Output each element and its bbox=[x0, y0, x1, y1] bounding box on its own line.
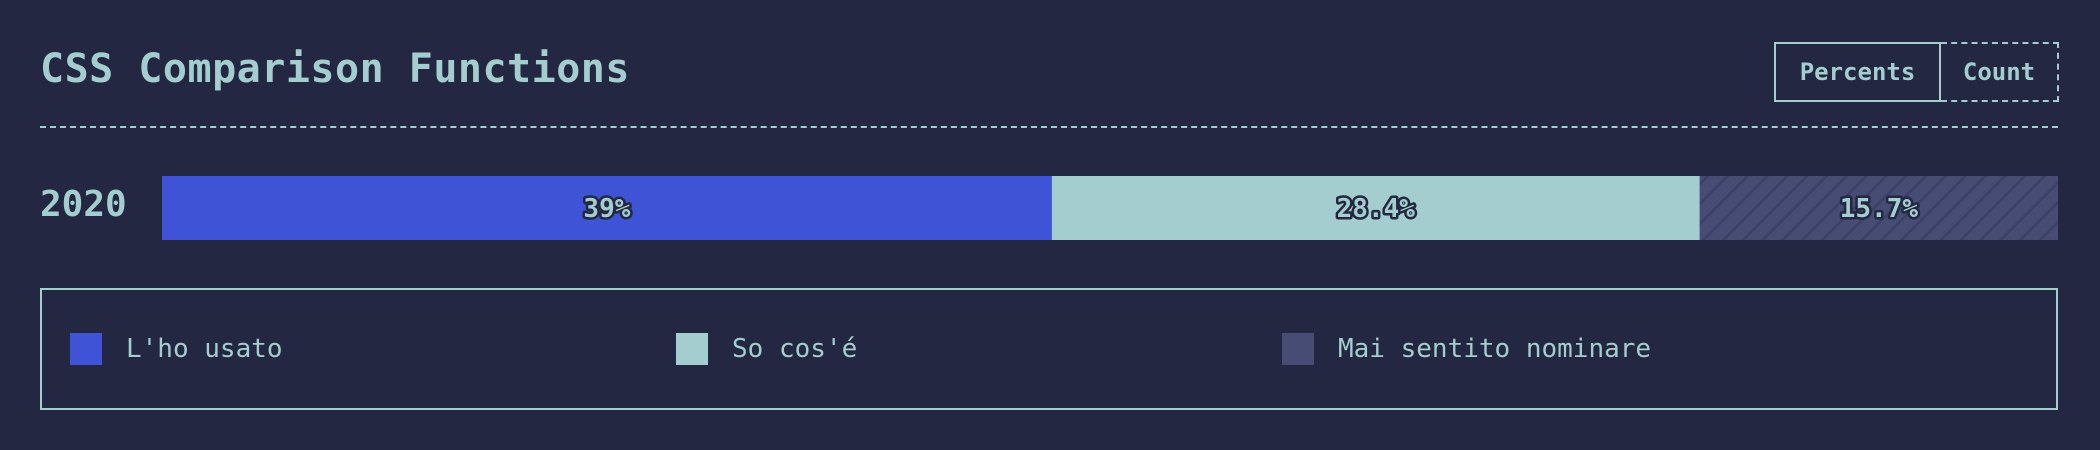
legend-swatch-used bbox=[70, 333, 102, 365]
bar-label-used: 39% bbox=[583, 194, 630, 224]
legend-label-know: So cos'é bbox=[732, 334, 858, 364]
bar-label-know: 28.4% bbox=[1337, 194, 1416, 224]
bar-segment-know[interactable] bbox=[1051, 176, 1700, 240]
header-divider bbox=[40, 126, 2058, 128]
percents-button[interactable]: Percents bbox=[1774, 42, 1941, 102]
year-label-2020: 2020 bbox=[40, 184, 127, 225]
bar-segment-used[interactable] bbox=[162, 176, 1052, 240]
legend: L'ho usato So cos'é Mai sentito nominare bbox=[40, 288, 2058, 410]
legend-label-used: L'ho usato bbox=[126, 334, 283, 364]
units-toggle: Percents Count bbox=[1774, 42, 2059, 102]
legend-item-used[interactable]: L'ho usato bbox=[70, 290, 283, 408]
bar-label-never-heard: 15.7% bbox=[1840, 194, 1919, 224]
legend-swatch-never-heard bbox=[1282, 333, 1314, 365]
stacked-bar-chart: 39% 28.4% 15.7% bbox=[162, 176, 2058, 240]
legend-swatch-know bbox=[676, 333, 708, 365]
count-button[interactable]: Count bbox=[1941, 42, 2059, 102]
bar-segment-never-heard[interactable] bbox=[1699, 176, 2058, 240]
legend-item-never-heard[interactable]: Mai sentito nominare bbox=[1282, 290, 1651, 408]
legend-item-know[interactable]: So cos'é bbox=[676, 290, 857, 408]
legend-label-never-heard: Mai sentito nominare bbox=[1338, 334, 1652, 364]
chart-title: CSS Comparison Functions bbox=[40, 46, 630, 92]
